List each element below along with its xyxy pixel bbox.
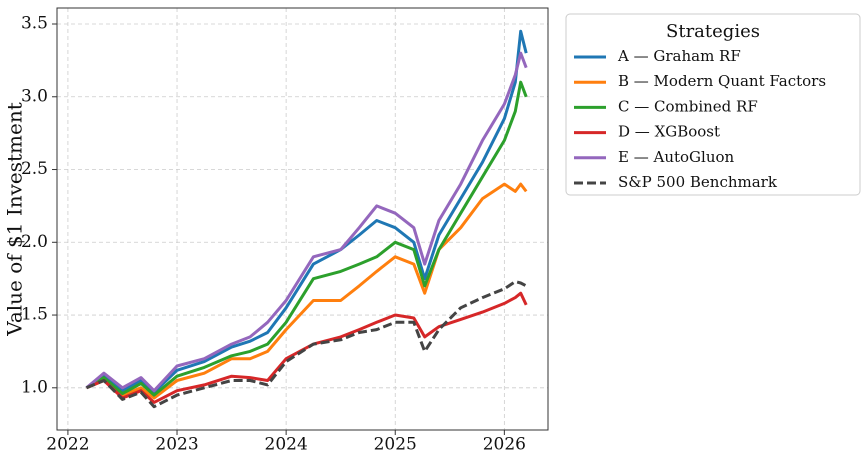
y-tick-label: 3.0 (21, 86, 48, 106)
legend-label: B — Modern Quant Factors (618, 72, 826, 90)
x-tick-label: 2022 (46, 435, 89, 455)
y-tick-label: 2.5 (21, 159, 48, 179)
legend-label: S&P 500 Benchmark (618, 173, 778, 191)
line-series (85, 280, 527, 409)
legend-label: D — XGBoost (618, 123, 720, 141)
x-tick-label: 2026 (483, 435, 526, 455)
legend-label: A — Graham RF (617, 47, 741, 65)
legend-label: E — AutoGluon (618, 148, 735, 166)
y-tick-label: 3.5 (21, 14, 48, 34)
x-tick-label: 2023 (155, 435, 198, 455)
legend-box (565, 13, 861, 196)
plot-frame (56, 7, 549, 431)
line-series (85, 182, 528, 400)
x-tick-label: 2024 (265, 435, 308, 455)
y-axis-label: Value of $1 Investment (3, 102, 27, 337)
y-tick-label: 1.0 (21, 377, 48, 397)
line-series (85, 291, 528, 404)
legend-title: Strategies (666, 21, 760, 42)
legend-label: C — Combined RF (618, 97, 758, 115)
y-tick-label: 1.5 (21, 305, 48, 325)
line-series (85, 51, 528, 393)
x-tick-label: 2025 (374, 435, 417, 455)
line-series (85, 80, 528, 397)
y-tick-label: 2.0 (21, 232, 48, 252)
